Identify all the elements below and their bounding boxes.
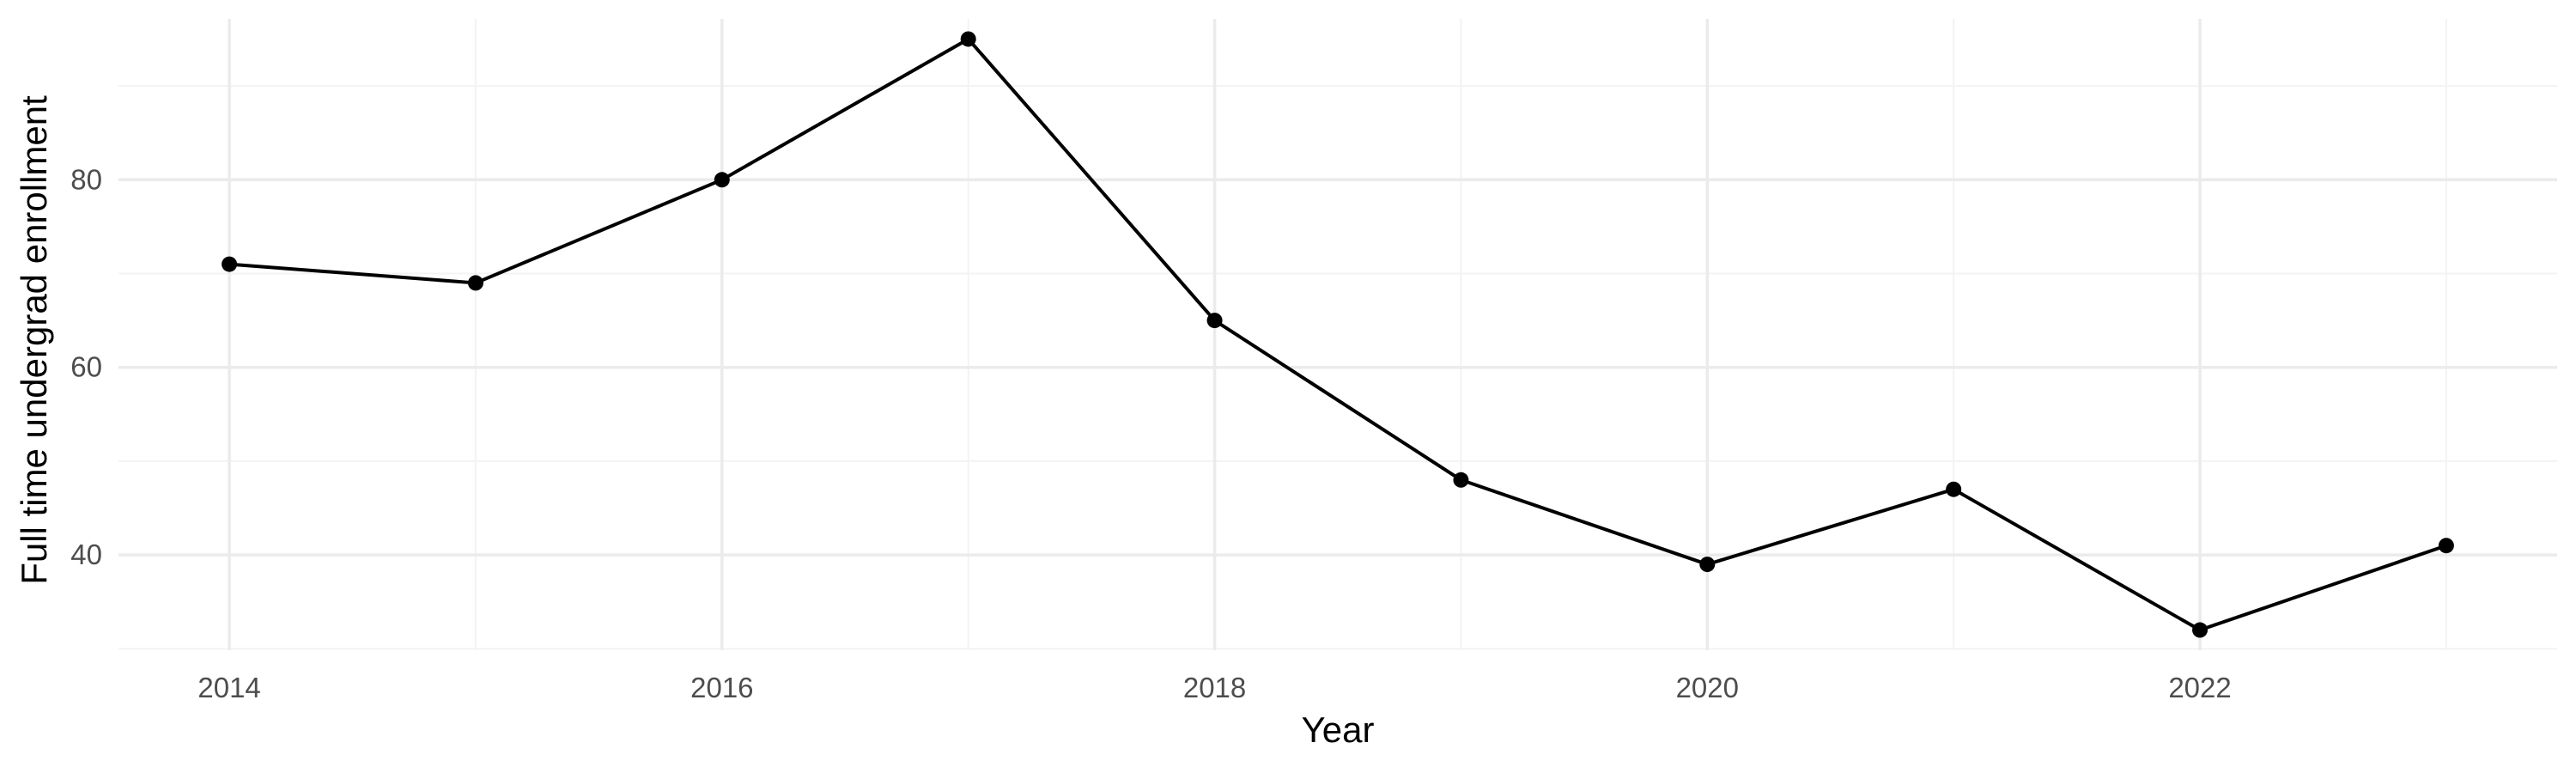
- series: [222, 31, 2454, 638]
- data-point: [222, 256, 238, 272]
- data-point: [960, 31, 976, 47]
- x-tick-label: 2014: [197, 672, 260, 703]
- x-axis-ticks: 2014 2016 2018 2020 2022: [197, 672, 2231, 703]
- data-point: [467, 275, 483, 291]
- data-point: [2438, 538, 2454, 554]
- series-line: [228, 37, 2447, 632]
- y-tick-label: 60: [70, 351, 102, 383]
- y-tick-label: 80: [70, 163, 102, 195]
- data-point: [1206, 313, 1223, 329]
- y-axis-title: Full time undergrad enrollment: [14, 95, 54, 585]
- data-point: [1699, 557, 1716, 573]
- x-tick-label: 2016: [690, 672, 753, 703]
- x-tick-label: 2022: [2168, 672, 2231, 703]
- x-tick-label: 2018: [1183, 672, 1246, 703]
- data-point: [1946, 481, 1962, 497]
- y-axis-ticks: 40 60 80: [70, 163, 102, 570]
- data-point: [2192, 622, 2208, 638]
- data-point: [1453, 472, 1469, 488]
- data-point: [714, 172, 730, 188]
- y-tick-label: 40: [70, 539, 102, 570]
- grid: [118, 19, 2557, 650]
- x-axis-title: Year: [1302, 709, 1375, 750]
- x-tick-label: 2020: [1676, 672, 1739, 703]
